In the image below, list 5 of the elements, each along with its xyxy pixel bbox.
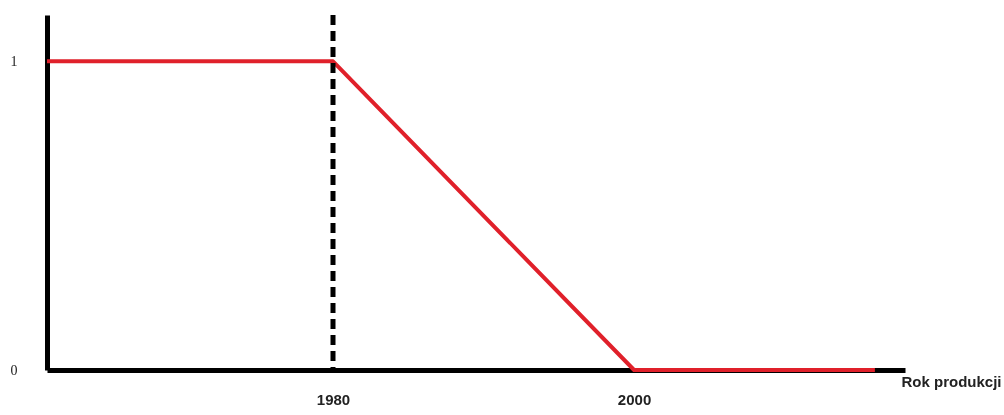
x-tick-label: 1980 — [316, 390, 351, 408]
x-axis-title: Rok produkcji — [901, 372, 1002, 390]
y-tick-label: 0 — [10, 362, 18, 378]
x-tick-label: 2000 — [617, 390, 652, 408]
y-tick-label: 1 — [10, 53, 18, 69]
